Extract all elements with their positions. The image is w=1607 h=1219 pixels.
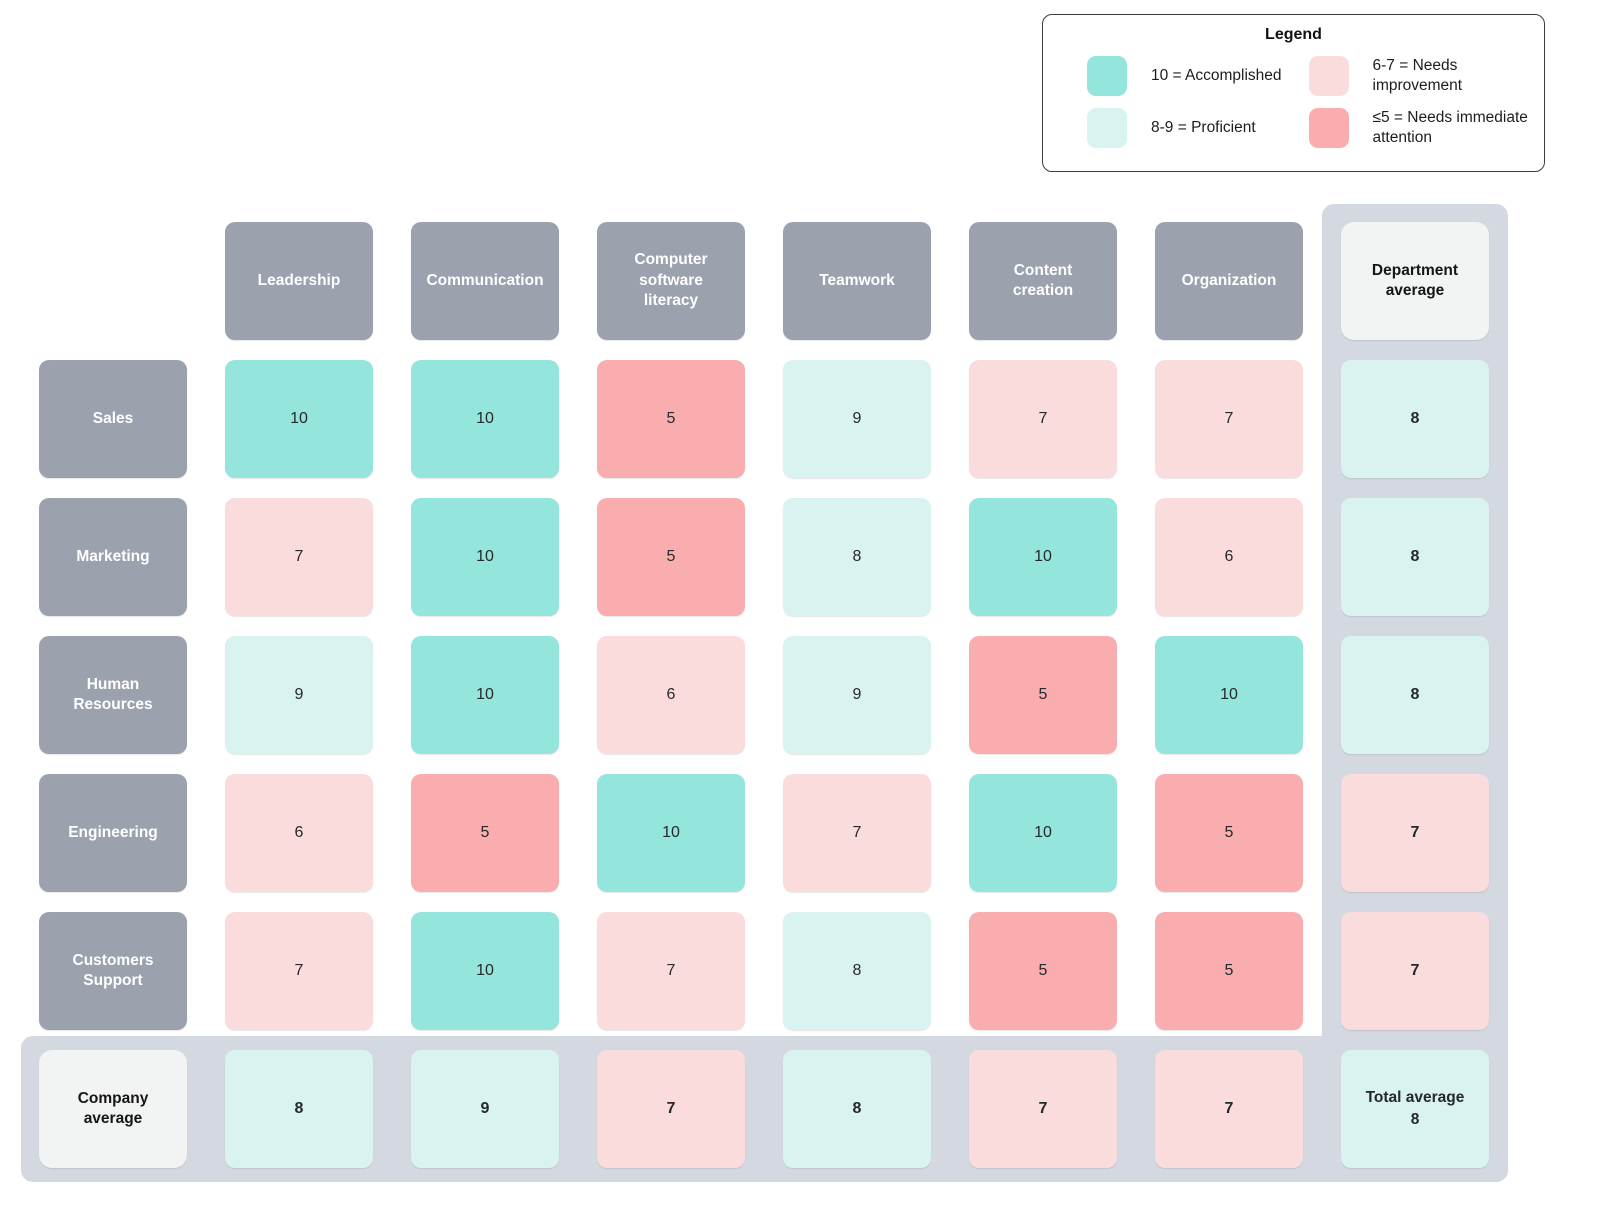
score-cell-sales-teamwork: 9: [783, 360, 931, 478]
row-header-customers-support: Customers Support: [39, 912, 187, 1030]
score-cell-customers-support-leadership: 7: [225, 912, 373, 1030]
legend-swatch-accomplished-icon: [1087, 56, 1127, 96]
score-cell-marketing-computer-software-literacy: 5: [597, 498, 745, 616]
legend-label-accomplished: 10 = Accomplished: [1151, 66, 1282, 84]
score-cell-human-resources-organization: 10: [1155, 636, 1303, 754]
department-average-cell-customers-support: 7: [1341, 912, 1489, 1030]
department-average-cell-engineering: 7: [1341, 774, 1489, 892]
row-header-company-average: Company average: [39, 1050, 187, 1168]
score-cell-human-resources-computer-software-literacy: 6: [597, 636, 745, 754]
score-cell-human-resources-communication: 10: [411, 636, 559, 754]
company-average-cell-leadership: 8: [225, 1050, 373, 1168]
legend-title: Legend: [1265, 26, 1322, 43]
company-average-cell-teamwork: 8: [783, 1050, 931, 1168]
legend-items: 10 = Accomplished 8-9 = Proficient 6-7 = N…: [1043, 44, 1544, 168]
skills-matrix: Leadership Communication Computer software…: [39, 222, 1489, 1168]
score-cell-human-resources-leadership: 9: [225, 636, 373, 754]
score-cell-customers-support-computer-software-literacy: 7: [597, 912, 745, 1030]
score-cell-engineering-leadership: 6: [225, 774, 373, 892]
score-cell-sales-communication: 10: [411, 360, 559, 478]
score-cell-engineering-content-creation: 10: [969, 774, 1117, 892]
score-cell-human-resources-content-creation: 5: [969, 636, 1117, 754]
column-header-computer-software-literacy: Computer software literacy: [597, 222, 745, 340]
legend-label-proficient: 8-9 = Proficient: [1151, 118, 1256, 136]
legend-label-needs-immediate-attention: ≤5 = Needs immediate attention: [1372, 108, 1528, 146]
row-header-marketing: Marketing: [39, 498, 187, 616]
legend-swatch-needs-improvement-icon: [1308, 56, 1349, 96]
score-cell-marketing-leadership: 7: [225, 498, 373, 616]
column-header-teamwork: Teamwork: [783, 222, 931, 340]
score-cell-customers-support-teamwork: 8: [783, 912, 931, 1030]
corner-spacer: [39, 222, 187, 340]
legend-item-needs-immediate-attention: ≤5 = Needs immediate attention: [1308, 108, 1531, 149]
total-average-label: Total average: [1365, 1089, 1465, 1107]
legend-item-proficient: 8-9 = Proficient: [1087, 108, 1309, 148]
legend-swatch-proficient-icon: [1087, 108, 1127, 148]
score-cell-sales-computer-software-literacy: 5: [597, 360, 745, 478]
score-cell-engineering-computer-software-literacy: 10: [597, 774, 745, 892]
score-cell-customers-support-organization: 5: [1155, 912, 1303, 1030]
row-header-human-resources: Human Resources: [39, 636, 187, 754]
score-cell-human-resources-teamwork: 9: [783, 636, 931, 754]
score-cell-engineering-communication: 5: [411, 774, 559, 892]
column-header-leadership: Leadership: [225, 222, 373, 340]
department-average-cell-marketing: 8: [1341, 498, 1489, 616]
score-cell-customers-support-communication: 10: [411, 912, 559, 1030]
column-header-department-average: Department average: [1341, 222, 1489, 340]
score-cell-engineering-teamwork: 7: [783, 774, 931, 892]
department-average-cell-human-resources: 8: [1341, 636, 1489, 754]
score-cell-marketing-content-creation: 10: [969, 498, 1117, 616]
column-header-communication: Communication: [411, 222, 559, 340]
row-header-sales: Sales: [39, 360, 187, 478]
score-cell-sales-leadership: 10: [225, 360, 373, 478]
score-cell-marketing-teamwork: 8: [783, 498, 931, 616]
score-cell-marketing-communication: 10: [411, 498, 559, 616]
total-average-cell: Total average 8: [1341, 1050, 1489, 1168]
legend-label-needs-improvement: 6-7 = Needs improvement: [1372, 56, 1463, 94]
score-cell-sales-organization: 7: [1155, 360, 1303, 478]
score-cell-marketing-organization: 6: [1155, 498, 1303, 616]
score-cell-sales-content-creation: 7: [969, 360, 1117, 478]
legend-item-needs-improvement: 6-7 = Needs improvement: [1308, 56, 1531, 97]
company-average-cell-organization: 7: [1155, 1050, 1303, 1168]
row-header-engineering: Engineering: [39, 774, 187, 892]
company-average-cell-computer-software-literacy: 7: [597, 1050, 745, 1168]
company-average-cell-communication: 9: [411, 1050, 559, 1168]
company-average-cell-content-creation: 7: [969, 1050, 1117, 1168]
score-cell-customers-support-content-creation: 5: [969, 912, 1117, 1030]
column-header-organization: Organization: [1155, 222, 1303, 340]
legend-item-accomplished: 10 = Accomplished: [1087, 56, 1309, 96]
score-cell-engineering-organization: 5: [1155, 774, 1303, 892]
column-header-content-creation: Content creation: [969, 222, 1117, 340]
legend: Legend 10 = Accomplished 8-9 = Proficient…: [1042, 14, 1545, 172]
department-average-cell-sales: 8: [1341, 360, 1489, 478]
legend-swatch-needs-immediate-attention-icon: [1308, 108, 1349, 148]
total-average-value: 8: [1410, 1111, 1420, 1128]
